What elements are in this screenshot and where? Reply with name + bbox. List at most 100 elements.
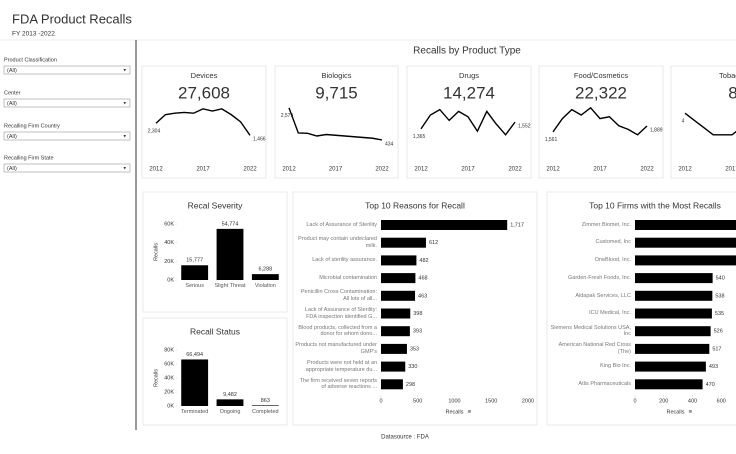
filter-value: (All) — [7, 134, 17, 140]
panel — [142, 317, 288, 426]
y-axis-title: Recalls — [153, 243, 159, 261]
sparkline — [288, 107, 383, 141]
y-tick-label: American National Red Cross (The) — [558, 342, 631, 355]
card-title: Drugs — [459, 71, 479, 80]
filter-dropdown[interactable] — [3, 98, 131, 108]
x-tick-label: 400 — [688, 398, 697, 404]
sort-icon[interactable]: ≡ — [689, 410, 693, 416]
bar — [635, 343, 710, 354]
data-label: 398 — [413, 311, 422, 317]
data-label: 4 — [682, 119, 685, 125]
data-label: 2,304 — [148, 129, 161, 135]
y-tick-label: Blood products, collected from a donor f… — [298, 324, 377, 338]
y-tick-label: Lack of sterility assurance. — [312, 257, 377, 264]
y-tick-label: Lack of Assurance of Sterility — [306, 221, 377, 228]
data-label: 482 — [419, 258, 428, 264]
card-title: Devices — [191, 71, 218, 80]
chart-title: Top 10 Reasons for Recall — [365, 200, 465, 210]
y-tick-label-box: Penicillin Cross Contamination: All lots… — [300, 289, 377, 302]
data-label: 1,552 — [518, 123, 531, 129]
data-label: 538 — [715, 293, 724, 299]
y-tick-label-box: Zimmer Biomet, Inc. — [582, 222, 631, 228]
bar — [381, 220, 508, 230]
y-tick-label-box: Customed, Inc — [596, 239, 631, 245]
filter-dropdown[interactable] — [3, 131, 131, 141]
x-tick-label-box: Slight Threat — [214, 283, 246, 289]
filter-value: (All) — [7, 101, 17, 107]
y-tick-label: Products not manufactured under GMP's — [295, 342, 377, 355]
data-label: 612 — [429, 240, 438, 246]
x-tick-label: 2022 — [375, 167, 389, 173]
x-tick-label: 2000 — [522, 398, 534, 404]
filter-label: Recalling Firm Country — [4, 123, 60, 129]
bar — [381, 255, 417, 266]
y-tick-label: Products were not held at an appropriate… — [305, 360, 377, 373]
chart-title: Recal Severity — [188, 200, 244, 210]
y-tick-label: Garden-Fresh Foods, Inc. — [568, 274, 631, 281]
x-tick-label: 2012 — [678, 167, 692, 173]
filter-dropdown[interactable] — [3, 163, 131, 173]
y-tick-label: Atlis Pharmaceuticals — [578, 381, 631, 388]
x-tick-label: 600 — [717, 398, 726, 404]
bar — [381, 308, 411, 319]
bar — [216, 399, 244, 406]
kpi-value: 14,274 — [443, 83, 495, 102]
y-tick-label-box: Products not manufactured under GMP's — [295, 342, 377, 355]
bar — [381, 343, 407, 354]
y-tick-label: Siemens Medical Solutions USA, Inc — [550, 324, 631, 338]
x-tick-label: 2022 — [243, 167, 257, 173]
x-tick-label: 1000 — [448, 398, 460, 404]
y-tick-label-box: Atlis Pharmaceuticals — [578, 381, 631, 388]
y-tick-label-box: The firm received seven reports of adver… — [300, 378, 377, 391]
bar — [635, 220, 736, 230]
x-tick-label: 2022 — [508, 167, 522, 173]
dropdown-arrow: ▾ — [123, 166, 126, 172]
x-tick-label: 2012 — [282, 167, 296, 173]
bar — [635, 237, 736, 248]
data-label: 468 — [418, 276, 427, 282]
data-label: 2,579 — [281, 113, 294, 119]
y-tick-label-box: Microbial contamination — [319, 275, 377, 281]
bar — [381, 326, 410, 337]
x-tick-label: 1500 — [485, 398, 497, 404]
panel — [141, 65, 267, 179]
panel — [406, 65, 532, 179]
data-label: 526 — [714, 329, 723, 335]
y-tick-label-box: Lack of Assurance of Sterility: FDA insp… — [305, 307, 377, 320]
filter-value: (All) — [7, 166, 17, 172]
y-tick-label: King Bio Inc. — [600, 363, 631, 370]
bar — [381, 379, 403, 390]
data-label: 1,561 — [545, 137, 558, 143]
x-tick-label: 500 — [413, 398, 422, 404]
x-tick-label: Serious — [185, 283, 204, 289]
y-tick-label: Penicillin Cross Contamination: All lots… — [300, 289, 377, 302]
bar — [381, 290, 416, 301]
x-tick-label: 0 — [633, 398, 636, 404]
bar — [381, 361, 406, 372]
y-tick-label-box: Aidapak Services, LLC — [575, 293, 631, 299]
filter-label: Product Classification — [4, 57, 57, 63]
y-tick-label-box: American National Red Cross (The) — [558, 342, 631, 355]
y-tick-label-box: ICU Medical, Inc. — [589, 310, 631, 316]
filter-dropdown[interactable] — [3, 65, 131, 75]
y-tick-label: 80K — [164, 347, 174, 353]
x-tick-label: Slight Threat — [214, 283, 246, 289]
panel — [142, 191, 288, 313]
x-tick-label: 2017 — [329, 167, 343, 173]
x-tick-label: Terminated — [181, 409, 209, 415]
bar — [635, 255, 736, 266]
y-tick-label-box: Garden-Fresh Foods, Inc. — [568, 274, 631, 281]
x-tick-label: Ongoing — [219, 409, 241, 415]
y-tick-label-box: OneBlood, Inc. — [595, 257, 631, 263]
y-tick-label: 0K — [167, 277, 174, 283]
chart-title: Recall Status — [190, 326, 240, 336]
kpi-value: 22,322 — [575, 83, 627, 102]
y-tick-label: 40K — [164, 375, 174, 381]
bar — [635, 326, 711, 337]
sort-icon[interactable]: ≡ — [468, 410, 472, 416]
bar — [635, 273, 713, 284]
panel — [292, 191, 538, 426]
bar — [635, 361, 706, 372]
